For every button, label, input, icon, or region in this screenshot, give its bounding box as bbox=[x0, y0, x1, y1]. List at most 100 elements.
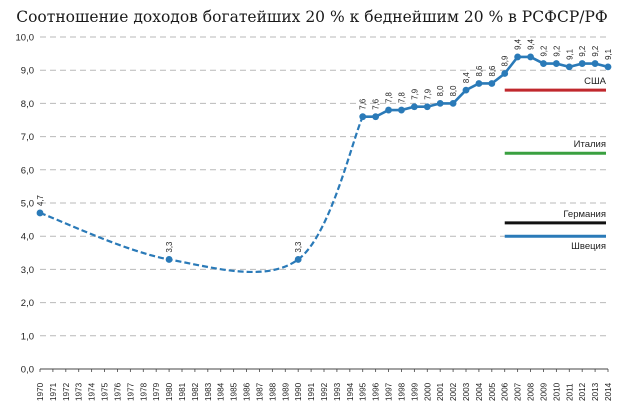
reference-line-label: Италия bbox=[574, 139, 606, 150]
y-tick-label: 8,0 bbox=[21, 99, 34, 110]
x-tick-label: 2010 bbox=[552, 382, 561, 401]
x-tick-label: 2003 bbox=[462, 382, 471, 401]
x-tick-label: 1982 bbox=[191, 382, 200, 401]
data-point bbox=[527, 53, 534, 61]
data-point bbox=[398, 106, 405, 114]
data-point bbox=[604, 63, 612, 71]
data-label: 9,4 bbox=[514, 38, 523, 50]
x-tick-label: 1993 bbox=[333, 382, 342, 401]
x-tick-label: 1986 bbox=[243, 382, 252, 401]
data-point bbox=[578, 60, 586, 67]
y-tick-label: 4,0 bbox=[21, 232, 34, 243]
data-point bbox=[540, 60, 547, 67]
y-tick-label: 1,0 bbox=[21, 331, 34, 342]
data-point bbox=[565, 63, 573, 71]
x-tick-label: 2006 bbox=[501, 382, 510, 401]
data-label: 9,2 bbox=[552, 46, 561, 57]
x-tick-label: 2009 bbox=[539, 382, 548, 401]
data-point bbox=[552, 60, 560, 67]
data-label: 9,2 bbox=[539, 46, 548, 57]
x-tick-label: 1980 bbox=[165, 382, 174, 401]
x-tick-label: 2005 bbox=[488, 382, 497, 401]
data-label: 9,1 bbox=[604, 49, 613, 60]
x-tick-label: 1981 bbox=[178, 382, 187, 401]
x-tick-label: 2002 bbox=[449, 382, 458, 401]
x-tick-label: 2004 bbox=[475, 382, 484, 401]
y-tick-label: 0,0 bbox=[21, 365, 34, 376]
x-tick-label: 1976 bbox=[113, 382, 122, 401]
x-tick-label: 1988 bbox=[268, 382, 277, 401]
x-tick-label: 1984 bbox=[217, 382, 226, 401]
reference-line-label: Швеция bbox=[571, 241, 606, 252]
data-point bbox=[488, 80, 496, 87]
data-label: 9,2 bbox=[591, 46, 600, 57]
x-tick-label: 1997 bbox=[385, 382, 394, 401]
x-tick-label: 2014 bbox=[604, 382, 613, 401]
data-point bbox=[385, 106, 392, 114]
x-tick-label: 1996 bbox=[372, 382, 381, 401]
y-tick-label: 3,0 bbox=[21, 265, 34, 276]
data-point bbox=[294, 256, 302, 263]
x-tick-label: 1998 bbox=[397, 382, 406, 401]
x-tick-label: 2011 bbox=[565, 383, 574, 401]
data-point bbox=[410, 103, 418, 111]
y-tick-label: 9,0 bbox=[21, 66, 34, 77]
y-axis: 0,0 1,0 2,0 3,0 4,0 5,0 6,0 7,0 8,0 9,0 10,0 bbox=[16, 33, 35, 376]
data-label: 8,6 bbox=[475, 66, 484, 77]
data-point bbox=[462, 86, 470, 94]
y-tick-label: 7,0 bbox=[21, 132, 34, 143]
x-tick-label: 2013 bbox=[591, 382, 600, 401]
data-point bbox=[436, 100, 444, 107]
x-tick-label: 1970 bbox=[36, 382, 45, 401]
x-tick-label: 2000 bbox=[423, 382, 432, 401]
data-label: 8,9 bbox=[501, 56, 510, 67]
data-label: 7,6 bbox=[372, 99, 381, 110]
x-tick-label: 1973 bbox=[75, 382, 84, 401]
x-axis: 1970 1971 1972 1973 1974 1975 1976 1977 1978 1979… bbox=[36, 368, 613, 401]
x-tick-label: 1979 bbox=[152, 382, 161, 401]
data-label: 9,2 bbox=[578, 46, 587, 57]
data-point bbox=[359, 113, 367, 121]
data-label: 9,4 bbox=[527, 38, 536, 50]
data-point bbox=[165, 256, 173, 263]
data-point bbox=[372, 113, 380, 121]
x-tick-label: 2007 bbox=[514, 382, 523, 401]
data-label: 3,3 bbox=[294, 242, 303, 253]
x-tick-label: 1987 bbox=[255, 382, 264, 401]
data-label: 7,6 bbox=[359, 99, 368, 110]
reference-lines: США Италия Германия Швеция bbox=[504, 76, 607, 252]
data-label: 8,0 bbox=[436, 85, 445, 97]
data-point bbox=[591, 60, 599, 67]
series-dashed-line bbox=[39, 116, 364, 274]
x-tick-label: 1978 bbox=[139, 382, 148, 401]
data-label: 4,7 bbox=[36, 195, 45, 206]
data-point bbox=[423, 103, 431, 111]
x-tick-label: 1972 bbox=[62, 382, 71, 401]
x-tick-label: 2001 bbox=[436, 382, 445, 401]
data-label: 7,8 bbox=[397, 92, 406, 103]
data-label: 8,6 bbox=[488, 66, 497, 77]
x-tick-label: 1992 bbox=[320, 382, 329, 401]
data-point bbox=[449, 100, 457, 107]
x-tick-label: 1974 bbox=[88, 382, 97, 401]
data-label: 7,8 bbox=[385, 92, 394, 103]
chart-title: Соотношение доходов богатейших 20 % к бе… bbox=[16, 8, 608, 26]
data-point bbox=[514, 53, 522, 61]
x-tick-label: 1994 bbox=[346, 382, 355, 401]
x-tick-label: 1991 bbox=[307, 382, 316, 401]
y-tick-label: 10,0 bbox=[16, 33, 35, 44]
x-tick-label: 1989 bbox=[281, 382, 290, 401]
data-point bbox=[475, 80, 483, 87]
y-tick-label: 5,0 bbox=[21, 199, 34, 210]
data-point bbox=[501, 70, 509, 77]
x-tick-label: 1995 bbox=[359, 382, 368, 401]
data-label: 8,4 bbox=[462, 72, 471, 84]
x-tick-label: 2008 bbox=[527, 382, 536, 401]
grid bbox=[40, 36, 608, 337]
y-tick-label: 2,0 bbox=[21, 298, 34, 309]
x-tick-label: 1999 bbox=[410, 382, 419, 401]
reference-line-label: Германия bbox=[563, 209, 606, 220]
x-tick-label: 1990 bbox=[294, 382, 303, 401]
x-tick-label: 1985 bbox=[230, 382, 239, 401]
